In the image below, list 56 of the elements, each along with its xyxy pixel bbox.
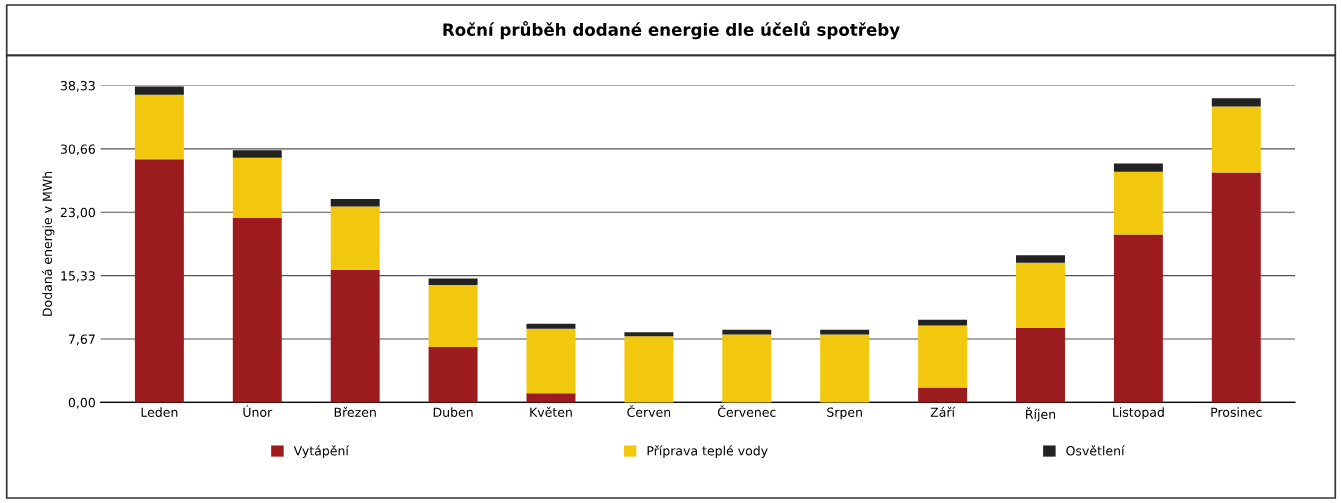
- bar: [134, 94, 184, 160]
- bar: [526, 323, 576, 329]
- legend-label: Vytápění: [293, 445, 350, 458]
- x-tick-label: Říjen: [1026, 407, 1056, 422]
- bar: [1211, 172, 1261, 403]
- chart-title: Roční průběh dodané energie dle účelů spotřeby: [443, 21, 900, 40]
- bar: [624, 332, 674, 337]
- bar: [1016, 262, 1065, 328]
- bar: [722, 334, 772, 403]
- bar: [428, 285, 478, 348]
- x-tick-label: Květen: [530, 406, 572, 417]
- bar: [134, 159, 184, 403]
- bar: [428, 347, 478, 403]
- bar: [722, 329, 772, 335]
- bar: [330, 199, 380, 207]
- bar: [1016, 255, 1065, 263]
- bar: [1016, 327, 1065, 403]
- bar: [526, 393, 576, 403]
- bar: [820, 329, 870, 335]
- bar: [1113, 163, 1163, 172]
- x-tick-label: Prosinec: [1211, 407, 1262, 417]
- x-tick-label: Únor: [243, 405, 273, 417]
- y-tick-label: 30,66: [60, 144, 95, 156]
- x-tick-label: Březen: [334, 406, 376, 417]
- bar: [918, 319, 968, 326]
- bar: [918, 387, 968, 403]
- bar: [1113, 171, 1163, 235]
- x-tick-label: Leden: [141, 407, 178, 417]
- bar: [330, 270, 380, 403]
- bar: [1211, 98, 1261, 107]
- legend-label: Příprava teplé vody: [647, 445, 768, 458]
- bar: [232, 218, 282, 403]
- legend-label: Osvětlení: [1066, 445, 1125, 456]
- y-tick-label: 7,67: [68, 334, 95, 346]
- bar: [918, 325, 968, 388]
- x-tick-label: Červenec: [717, 405, 776, 417]
- x-tick-label: Červen: [627, 405, 671, 417]
- y-axis-title: Dodaná energie v MWh: [41, 171, 55, 316]
- bar: [624, 336, 674, 403]
- bar: [428, 278, 478, 285]
- bar: [1113, 234, 1163, 403]
- bar: [232, 150, 282, 158]
- y-tick-label: 15,33: [61, 271, 95, 282]
- bar: [526, 328, 576, 394]
- x-tick-label: Duben: [433, 407, 473, 417]
- bar: [1211, 106, 1261, 173]
- x-tick-label: Listopad: [1113, 407, 1164, 420]
- bar: [232, 157, 282, 219]
- x-tick-label: Září: [930, 406, 956, 417]
- bar: [820, 334, 870, 403]
- bar: [330, 206, 380, 271]
- y-tick-label: 0,00: [68, 397, 95, 409]
- y-tick-label: 38,33: [60, 80, 95, 92]
- y-tick-label: 23,00: [60, 207, 95, 219]
- x-tick-label: Srpen: [827, 407, 862, 420]
- bar: [134, 86, 184, 95]
